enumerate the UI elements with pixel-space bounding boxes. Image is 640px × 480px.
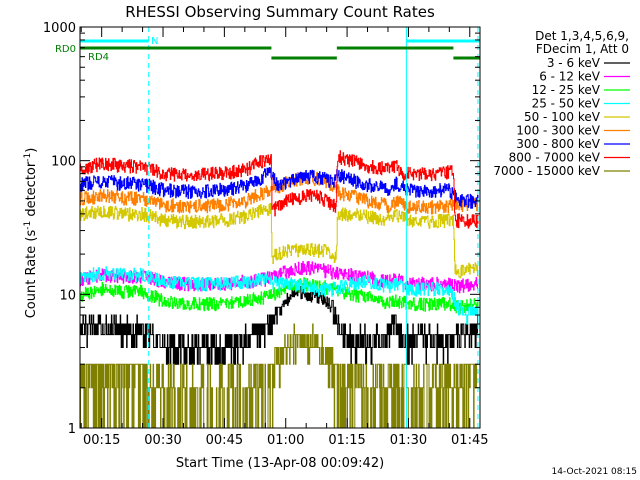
y-tick-label: 100 — [51, 155, 76, 170]
x-tick-label: 00:30 — [144, 433, 181, 448]
series-group — [80, 150, 479, 429]
x-tick-label: 00:45 — [206, 433, 243, 448]
legend-header-line-2: FDecim 1, Att 0 — [536, 42, 629, 56]
legend-entry-label: 25 - 50 keV — [532, 97, 601, 111]
y-axis-label: Count Rate (s-1 detector-1) — [23, 148, 39, 319]
x-tick-label: 00:15 — [83, 433, 120, 448]
legend-header-line-1: Det 1,3,4,5,6,9, — [535, 29, 629, 43]
x-tick-label: 01:30 — [390, 433, 427, 448]
series-line-9 — [80, 323, 478, 429]
y-tick-label: 1 — [68, 422, 76, 437]
x-tick-label: 01:00 — [267, 433, 304, 448]
legend-entry-label: 100 - 300 keV — [516, 124, 600, 138]
y-tick-label: 10 — [59, 288, 76, 303]
y-tick-label: 1000 — [43, 21, 76, 36]
legend-entry-label: 12 - 25 keV — [532, 83, 601, 97]
plot-frame — [79, 26, 481, 429]
x-tick-label: 01:15 — [328, 433, 365, 448]
legend: Det 1,3,4,5,6,9, FDecim 1, Att 0 3 - 6 k… — [493, 29, 630, 178]
legend-entry-label: 50 - 100 keV — [524, 110, 601, 124]
legend-entry-label: 6 - 12 keV — [539, 70, 601, 84]
y-axis-label-mid: detector — [24, 161, 39, 221]
timestamp: 14-Oct-2021 08:15 — [552, 467, 637, 477]
series-line-3 — [80, 277, 479, 315]
x-tick-label: 01:45 — [451, 433, 488, 448]
vertical-markers — [148, 27, 479, 428]
legend-entry-label: 800 - 7000 keV — [509, 151, 601, 165]
legend-entry-label: 7000 - 15000 keV — [493, 164, 600, 178]
axes: 1 10 100 1000 00:15 00:30 00:45 01:00 01:15 01:30… — [43, 21, 489, 448]
attenuator-flags: N RD0 RD4 — [55, 36, 480, 63]
legend-entry-label: 3 - 6 keV — [547, 56, 601, 70]
y-axis-label-sup2: -1 — [23, 153, 33, 162]
y-axis-label-sup1: -1 — [23, 221, 33, 230]
flag-label-rd0: RD0 — [55, 44, 76, 55]
series-line-1 — [80, 284, 479, 365]
series-line-5 — [80, 203, 479, 279]
series-line-8 — [80, 150, 479, 229]
series-line-4 — [80, 266, 479, 325]
flag-label-rd4: RD4 — [88, 52, 109, 63]
legend-entry-label: 300 - 800 keV — [516, 137, 600, 151]
flag-label-n: N — [151, 36, 158, 47]
chart-title: RHESSI Observing Summary Count Rates — [125, 3, 435, 21]
x-axis-label: Start Time (13-Apr-08 00:09:42) — [176, 456, 384, 471]
y-axis-label-main: Count Rate (s — [24, 230, 39, 319]
y-axis-label-end: ) — [24, 148, 39, 153]
series-line-7 — [80, 167, 479, 209]
